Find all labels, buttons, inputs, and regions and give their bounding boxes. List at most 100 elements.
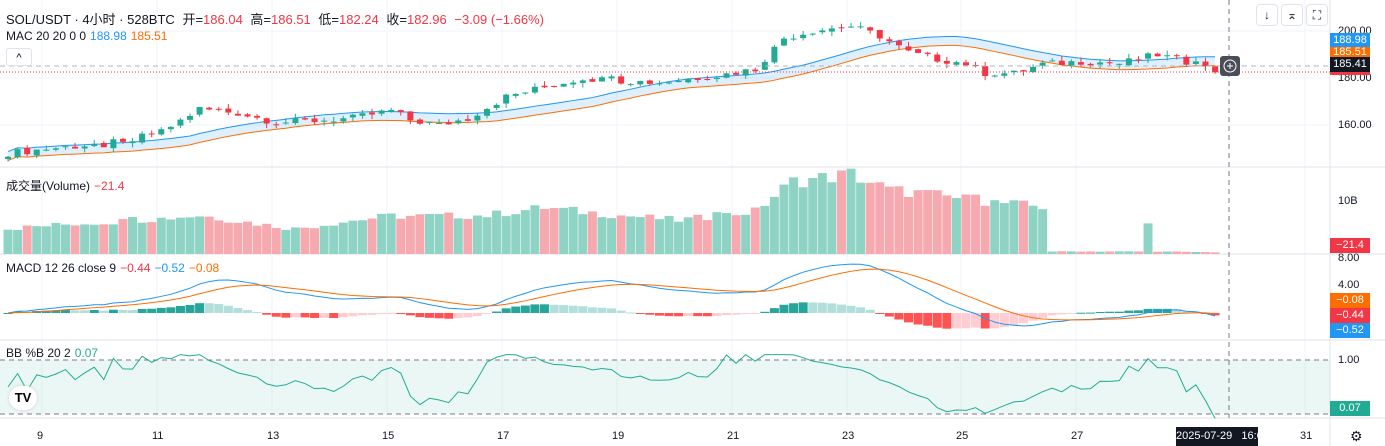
- volume-bar: [1009, 200, 1019, 254]
- macd-histogram-bar: [616, 310, 626, 313]
- collapse-legend-button[interactable]: ^: [6, 48, 32, 66]
- macd-histogram-bar: [539, 304, 549, 313]
- candle-body: [627, 84, 634, 86]
- candle-body: [1058, 60, 1065, 65]
- macd-histogram-bar: [472, 313, 482, 316]
- macd-histogram-bar: [904, 313, 914, 323]
- macd-histogram-bar: [271, 313, 281, 317]
- scroll-down-button[interactable]: ↓: [1256, 4, 1278, 26]
- candle-body: [1192, 61, 1199, 64]
- candle-body: [254, 115, 261, 118]
- macd-hist-tag: −0.44: [1330, 308, 1370, 323]
- candle-body: [838, 27, 845, 29]
- bb-legend[interactable]: BB %B 20 2 0.07: [6, 346, 102, 360]
- volume-bar: [1172, 251, 1182, 254]
- candle-body: [934, 54, 941, 62]
- ohlc-legend: SOL/USDT · 4小时 · 528BTC 开=186.04 高=186.5…: [6, 9, 548, 28]
- candle-body: [72, 146, 79, 149]
- fullscreen-button[interactable]: ⛶: [1306, 4, 1328, 26]
- volume-bar: [942, 195, 952, 254]
- candle-body: [426, 121, 433, 123]
- macd-histogram-bar: [348, 313, 358, 317]
- volume-bar: [904, 196, 914, 254]
- macd-histogram-bar: [511, 306, 521, 313]
- volume-bar: [338, 222, 348, 254]
- volume-bar: [89, 224, 99, 254]
- candle-body: [780, 38, 787, 46]
- tradingview-logo-icon[interactable]: TV: [9, 386, 37, 410]
- volume-bar: [501, 216, 511, 254]
- candle-body: [828, 28, 835, 32]
- macd-histogram-bar: [894, 313, 904, 320]
- macd-histogram-bar: [357, 313, 367, 316]
- candle-body: [867, 27, 874, 31]
- macd-histogram-bar: [1038, 313, 1048, 318]
- volume-bar: [252, 225, 262, 254]
- current-price-tag: 185.41: [1330, 57, 1370, 75]
- volume-bar: [923, 190, 933, 254]
- candle-body: [503, 94, 510, 104]
- candle-body: [129, 141, 136, 144]
- candle-body: [273, 124, 280, 126]
- candle-body: [1001, 73, 1008, 76]
- macd-histogram-bar: [453, 313, 463, 319]
- mac-upper-line: [7, 35, 1216, 153]
- candle-body: [311, 118, 318, 123]
- candle-body: [1049, 60, 1056, 62]
- candle-body: [100, 142, 107, 148]
- macd-histogram-bar: [128, 310, 138, 313]
- volume-bar: [195, 216, 205, 254]
- volume-bar: [539, 209, 549, 254]
- macd-histogram-bar: [856, 307, 866, 313]
- bb-value: 0.07: [74, 346, 99, 360]
- candle-body: [790, 38, 797, 40]
- candle-body: [991, 75, 998, 77]
- volume-legend[interactable]: 成交量(Volume) −21.4: [6, 177, 128, 194]
- volume-bar: [70, 225, 80, 254]
- candle-body: [915, 49, 922, 53]
- volume-bar: [453, 218, 463, 254]
- candle-body: [637, 80, 644, 85]
- volume-bar: [243, 221, 252, 254]
- macd-histogram-bar: [300, 313, 310, 318]
- settings-gear-icon[interactable]: ⚙: [1350, 428, 1363, 444]
- volume-bar: [990, 200, 1000, 254]
- volume-bar: [1201, 252, 1210, 254]
- volume-bar: [865, 182, 875, 254]
- candle-body: [771, 46, 778, 63]
- collapse-button[interactable]: ⌅: [1281, 4, 1303, 26]
- bb-tick: 1.00: [1338, 354, 1360, 366]
- candle-body: [809, 33, 816, 35]
- volume-bar: [1105, 251, 1115, 254]
- macd-line: [7, 263, 1216, 327]
- macd-histogram-bar: [434, 313, 444, 319]
- candle-body: [531, 86, 538, 93]
- candle-body: [618, 76, 625, 84]
- candle-body: [1077, 62, 1084, 65]
- macd-histogram-bar: [1210, 313, 1220, 316]
- volume-bar: [549, 208, 559, 254]
- volume-bar: [530, 205, 540, 254]
- macd-histogram-bar: [252, 312, 262, 314]
- macd-histogram-bar: [262, 313, 272, 315]
- macd-histogram-bar: [1086, 312, 1096, 314]
- candle-body: [187, 115, 194, 120]
- macd-hist-value: −0.44: [120, 261, 151, 275]
- macd-legend[interactable]: MACD 12 26 close 9 −0.44 −0.52 −0.08: [6, 261, 223, 275]
- candle-body: [445, 122, 452, 125]
- macd-tick: 8.00: [1338, 252, 1360, 264]
- volume-bar: [741, 214, 751, 254]
- candle-body: [819, 30, 826, 33]
- macd-histogram-bar: [597, 307, 607, 313]
- macd-histogram-bar: [520, 305, 530, 313]
- macd-histogram-bar: [1105, 311, 1115, 313]
- mac-legend[interactable]: MAC 20 20 0 0 188.98 185.51: [6, 29, 171, 43]
- candle-body: [1164, 55, 1171, 57]
- candle-body: [666, 82, 673, 84]
- bb-label: BB %B 20 2: [6, 346, 71, 360]
- macd-signal-value: −0.08: [188, 261, 220, 275]
- macd-histogram-bar: [204, 303, 214, 313]
- volume-bar: [913, 190, 923, 254]
- candle-body: [579, 80, 586, 83]
